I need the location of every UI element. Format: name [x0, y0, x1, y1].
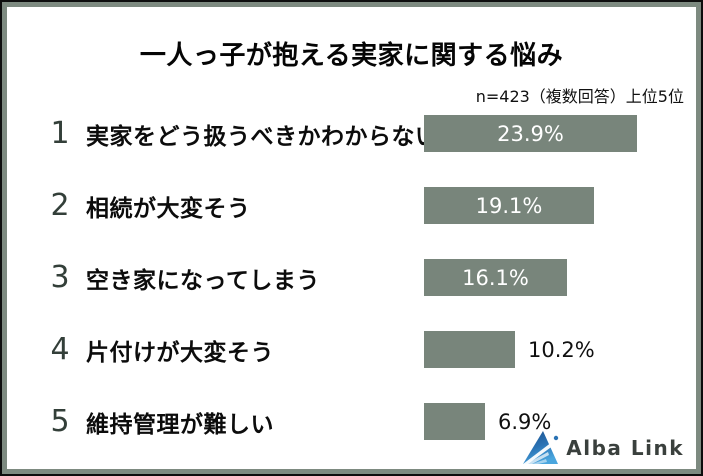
- value-bar: 16.1%: [424, 259, 567, 296]
- alba-link-triangle-icon: [523, 431, 559, 464]
- value-label: 16.1%: [462, 265, 529, 290]
- rank-number: 3: [50, 260, 70, 295]
- bar-track: 10.2%: [424, 331, 595, 368]
- rank-row: 3 空き家になってしまう 16.1%: [2, 259, 701, 296]
- value-label: 6.9%: [498, 409, 552, 434]
- rank-number: 5: [50, 404, 70, 439]
- category-label: 片付けが大変そう: [86, 339, 274, 366]
- category-label: 相続が大変そう: [86, 195, 251, 222]
- chart-title: 一人っ子が抱える実家に関する悩み: [139, 41, 564, 71]
- alba-link-logo: Alba Link: [522, 430, 684, 466]
- rank-number: 1: [50, 116, 70, 151]
- bar-track: 6.9%: [424, 403, 551, 440]
- value-bar: 19.1%: [424, 187, 594, 224]
- rank-row: 5 維持管理が難しい 6.9%: [2, 403, 701, 440]
- category-label: 空き家になってしまう: [86, 267, 320, 294]
- rank-row: 2 相続が大変そう 19.1%: [2, 187, 701, 224]
- rank-row: 4 片付けが大変そう 10.2%: [2, 331, 701, 368]
- bar-track: 16.1%: [424, 259, 567, 296]
- logo-wordmark: Alba Link: [566, 436, 684, 460]
- rank-number: 2: [50, 188, 70, 223]
- bar-track: 19.1%: [424, 187, 594, 224]
- category-label: 実家をどう扱うべきかわからない: [86, 123, 439, 150]
- rank-row: 1 実家をどう扱うべきかわからない 23.9%: [2, 115, 701, 152]
- sample-size-note: n=423（複数回答）上位5位: [475, 87, 684, 106]
- category-label: 維持管理が難しい: [86, 411, 274, 438]
- bar-track: 23.9%: [424, 115, 637, 152]
- value-label: 10.2%: [528, 337, 595, 362]
- value-bar: 23.9%: [424, 115, 637, 152]
- value-bar: [424, 403, 485, 440]
- value-bar: [424, 331, 515, 368]
- value-label: 23.9%: [497, 121, 564, 146]
- rank-number: 4: [50, 332, 70, 367]
- value-label: 19.1%: [475, 193, 543, 218]
